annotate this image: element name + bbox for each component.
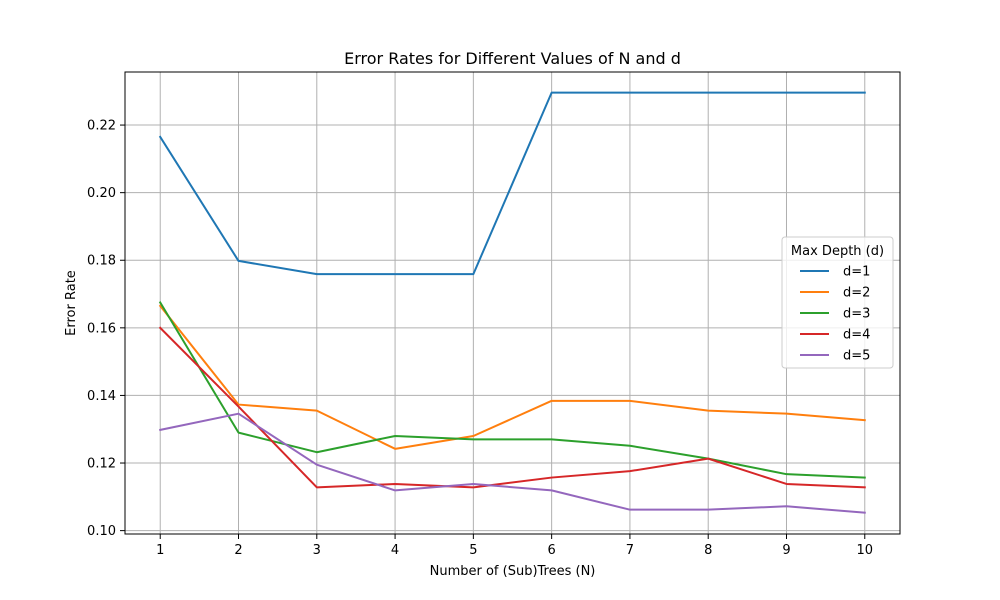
legend-items: d=1 d=2 d=3 d=4 d=5 <box>800 265 870 364</box>
y-tick-label: 0.20 <box>87 186 116 201</box>
series-line-d=2 <box>158 304 866 450</box>
y-tick-label: 0.10 <box>87 524 116 539</box>
plot-area-frame <box>124 71 901 535</box>
series-line-d=1 <box>158 91 866 276</box>
y-tick-label: 0.14 <box>87 389 116 404</box>
legend-box <box>781 236 894 369</box>
x-tick-label: 8 <box>704 543 712 558</box>
legend: Max Depth (d) d=1 d=2 d=3 d=4 d=5 <box>781 236 894 369</box>
legend-label-d=2: d=2 <box>843 286 870 301</box>
gridlines <box>125 72 900 534</box>
x-tick-label: 3 <box>313 543 321 558</box>
y-tick-label: 0.22 <box>87 119 116 134</box>
x-tick-label: 7 <box>626 543 634 558</box>
legend-title: Max Depth (d) <box>791 244 884 259</box>
series-line-d=5 <box>159 412 866 514</box>
y-axis-label: Error Rate <box>64 270 79 336</box>
y-tick-label: 0.12 <box>87 457 116 472</box>
legend-label-d=4: d=4 <box>843 328 870 343</box>
x-tick-label: 9 <box>782 543 790 558</box>
series-line-d=3 <box>158 301 866 479</box>
x-tick-label: 10 <box>856 543 873 558</box>
legend-label-d=5: d=5 <box>843 349 870 364</box>
y-tick-label: 0.16 <box>87 321 116 336</box>
legend-label-d=1: d=1 <box>843 265 870 280</box>
x-axis-label: Number of (Sub)Trees (N) <box>430 564 596 579</box>
x-tick-label: 4 <box>391 543 399 558</box>
x-tick-label: 2 <box>234 543 242 558</box>
series-lines <box>158 91 866 514</box>
chart-title: Error Rates for Different Values of N an… <box>344 49 681 68</box>
legend-label-d=3: d=3 <box>843 307 870 322</box>
x-tick-label: 1 <box>156 543 164 558</box>
x-tick-label: 6 <box>548 543 556 558</box>
y-tick-label: 0.18 <box>87 254 116 269</box>
x-tick-label: 5 <box>469 543 477 558</box>
axis-ticks: 1 2 3 4 5 6 7 8 9 10 0.10 0.12 0.14 0.16 0.18 0.20 0.22 <box>87 119 873 558</box>
series-line-d=4 <box>158 326 866 489</box>
